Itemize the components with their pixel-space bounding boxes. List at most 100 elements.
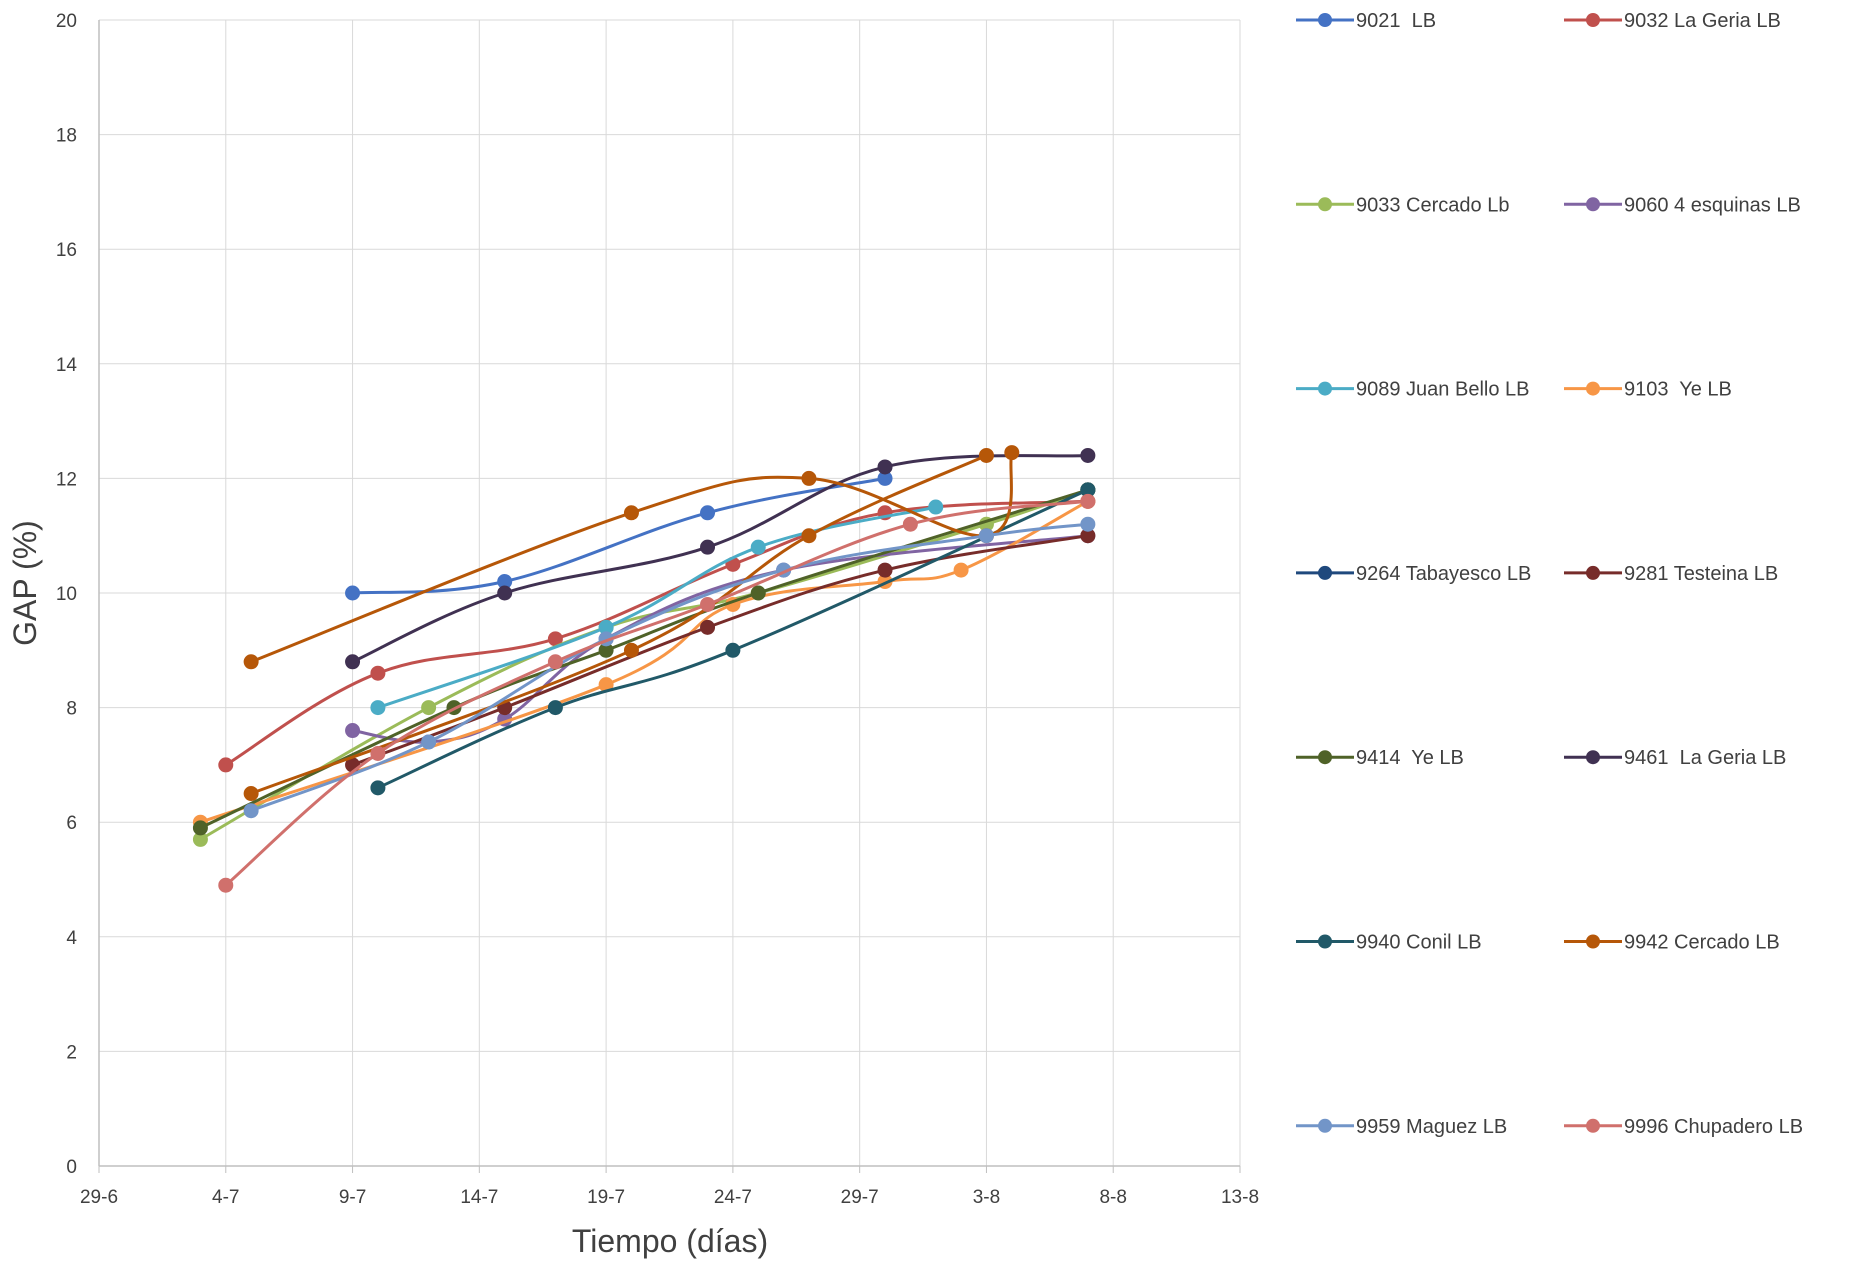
legend-label: 9021 LB: [1356, 10, 1436, 32]
legend-label: 9996 Chupadero LB: [1624, 1116, 1803, 1138]
legend-label: 9940 Conil LB: [1356, 932, 1482, 954]
x-tick-label: 3-8: [973, 1187, 1000, 1208]
series-line: [224, 499, 1090, 767]
x-tick-label: 4-7: [212, 1187, 239, 1208]
data-point: [623, 642, 639, 658]
legend-label: 9089 Juan Bello LB: [1356, 379, 1529, 401]
data-point: [370, 745, 386, 761]
legend-label: 9959 Maguez LB: [1356, 1116, 1507, 1138]
data-point: [978, 447, 994, 463]
legend-label: 9032 La Geria LB: [1624, 10, 1781, 32]
legend-item: 9264 Tabayesco LB: [1296, 563, 1531, 585]
x-tick-label: 9-7: [339, 1187, 366, 1208]
x-tick-label: 8-8: [1099, 1187, 1126, 1208]
legend-marker: [1318, 381, 1332, 396]
data-point: [497, 585, 513, 601]
data-series: [192, 445, 1096, 893]
series-line: [249, 454, 988, 795]
legend-marker: [1318, 565, 1332, 580]
data-point: [243, 803, 259, 819]
data-point: [902, 516, 918, 532]
data-point: [928, 499, 944, 515]
legend-label: 9033 Cercado Lb: [1356, 194, 1509, 216]
x-tick-label: 14-7: [460, 1187, 498, 1208]
gridlines: [99, 19, 1241, 1166]
x-tick-label: 13-8: [1221, 1187, 1259, 1208]
legend-item: 9032 La Geria LB: [1564, 10, 1781, 32]
legend-item: 9414 Ye LB: [1296, 747, 1464, 769]
data-point: [801, 470, 817, 486]
legend-marker: [1586, 750, 1600, 765]
data-point: [750, 539, 766, 555]
data-point: [1080, 516, 1096, 532]
data-point: [700, 596, 716, 612]
x-tick-label: 24-7: [714, 1187, 752, 1208]
legend: 9021 LB 9032 La Geria LB 9033 Cercado Lb 90…: [1296, 10, 1803, 1138]
data-point: [345, 723, 361, 739]
y-tick-label: 2: [66, 1042, 77, 1063]
legend-label: 9281 Testeina LB: [1624, 563, 1778, 585]
data-point: [192, 820, 208, 836]
data-point: [370, 780, 386, 796]
y-tick-label: 10: [56, 584, 77, 605]
legend-label: 9264 Tabayesco LB: [1356, 563, 1531, 585]
y-tick-label: 14: [56, 355, 78, 376]
legend-item: 9060 4 esquinas LB: [1564, 194, 1801, 216]
data-point: [700, 619, 716, 635]
series-9: [345, 447, 1096, 670]
legend-label: 9060 4 esquinas LB: [1624, 194, 1801, 216]
data-point: [623, 505, 639, 521]
legend-marker: [1318, 13, 1332, 27]
data-point: [218, 757, 234, 773]
data-point: [345, 654, 361, 670]
legend-label: 9414 Ye LB: [1356, 747, 1464, 769]
legend-item: 9281 Testeina LB: [1564, 563, 1778, 585]
legend-item: 9461 La Geria LB: [1564, 747, 1786, 769]
y-tick-label: 20: [56, 11, 77, 32]
series-line: [376, 505, 938, 710]
series-line: [224, 499, 1090, 887]
legend-item: 9942 Cercado LB: [1564, 932, 1780, 954]
y-tick-label: 4: [66, 928, 77, 949]
series-10: [370, 482, 1096, 796]
series-4: [370, 499, 944, 716]
data-point: [877, 459, 893, 475]
data-point: [218, 877, 234, 893]
legend-label: 9103 Ye LB: [1624, 379, 1732, 401]
legend-marker: [1586, 1118, 1600, 1133]
legend-marker: [1318, 750, 1332, 765]
axes: [98, 20, 1241, 1173]
data-point: [1080, 447, 1096, 463]
data-point: [421, 700, 437, 716]
legend-marker: [1586, 197, 1600, 212]
data-point: [547, 700, 563, 716]
x-tick-label: 29-6: [80, 1187, 118, 1208]
series-line: [376, 488, 1090, 790]
legend-item: 9959 Maguez LB: [1296, 1116, 1507, 1138]
legend-marker: [1318, 1118, 1332, 1133]
y-tick-label: 12: [56, 469, 77, 490]
data-point: [801, 528, 817, 544]
legend-item: 9021 LB: [1296, 10, 1436, 32]
data-point: [700, 539, 716, 555]
data-point: [421, 734, 437, 750]
y-tick-label: 8: [66, 699, 77, 720]
y-tick-label: 0: [66, 1157, 77, 1178]
data-point: [1004, 445, 1020, 461]
data-point: [370, 700, 386, 716]
series-12: [243, 516, 1096, 819]
data-point: [243, 786, 259, 802]
legend-label: 9461 La Geria LB: [1624, 747, 1786, 769]
data-point: [547, 654, 563, 670]
legend-item: 9089 Juan Bello LB: [1296, 379, 1529, 401]
data-point: [877, 562, 893, 578]
data-point: [1080, 493, 1096, 509]
legend-item: 9996 Chupadero LB: [1564, 1116, 1803, 1138]
data-point: [370, 665, 386, 681]
data-point: [700, 505, 716, 521]
legend-item: 9033 Cercado Lb: [1296, 194, 1509, 216]
legend-marker: [1318, 197, 1332, 212]
data-point: [978, 528, 994, 544]
